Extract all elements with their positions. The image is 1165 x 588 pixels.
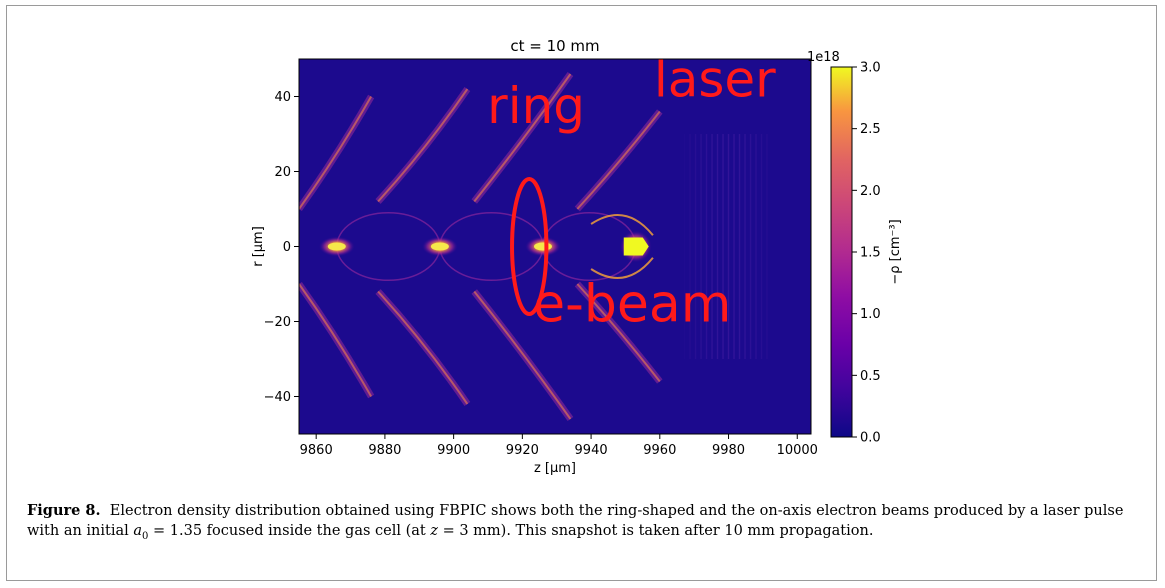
figure-label: Figure 8.	[27, 502, 101, 519]
wake-streak-core	[576, 283, 661, 383]
colorbar-tick-label: 1.0	[860, 307, 881, 322]
wake-structure	[299, 71, 663, 422]
caption-z: z	[430, 523, 438, 539]
figure-frame: ring laser e-beam ct = 10 mm 9860 9880 9900 9…	[6, 5, 1157, 581]
colorbar-offset: 1e18	[807, 50, 840, 65]
x-axis-label: z [µm]	[534, 461, 576, 476]
caption-a0-sub: 0	[142, 530, 149, 542]
x-tick-label: 9860	[300, 443, 333, 458]
x-tick-label: 9940	[575, 443, 608, 458]
chart-title: ct = 10 mm	[510, 37, 599, 55]
annotation-ring: ring	[487, 77, 585, 135]
colorbar-label: −ρ [cm⁻³]	[888, 219, 903, 284]
colorbar: 0.0 0.5 1.0 1.5 2.0 2.5 3.0 1e18 −ρ [cm⁻³]	[807, 50, 903, 446]
caption-text-2: = 1.35 focused inside the gas cell (at	[148, 523, 431, 539]
wake-streak-core	[299, 96, 373, 210]
colorbar-tick-label: 2.0	[860, 184, 881, 199]
caption-text-1: Electron density distribution obtained u…	[27, 503, 1124, 539]
y-tick-label: −20	[264, 315, 291, 330]
x-tick-label: 9980	[712, 443, 745, 458]
colorbar-gradient	[830, 66, 853, 438]
y-tick-label: 40	[274, 90, 291, 105]
wake-streak-core	[473, 290, 572, 420]
y-tick-label: 0	[283, 240, 291, 255]
x-tick-label: 9960	[643, 443, 676, 458]
ring-ellipse-annotation	[510, 177, 549, 316]
caption-a0: a	[133, 523, 143, 539]
wake-streak-core	[473, 73, 572, 203]
y-tick-label: −40	[264, 390, 291, 405]
electron-bunch	[430, 242, 449, 251]
colorbar-tick-label: 3.0	[860, 61, 881, 76]
figure-caption: Figure 8. Electron density distribution …	[27, 501, 1147, 547]
wake-streak-core	[377, 88, 469, 203]
wake-front	[590, 214, 654, 236]
y-axis: −40 −20 0 20 40	[264, 90, 299, 405]
annotation-e-beam: e-beam	[533, 275, 731, 335]
wake-streak-core	[377, 290, 469, 405]
caption-text-3: = 3 mm). This snapshot is taken after 10…	[437, 523, 874, 539]
y-axis-label: r [µm]	[251, 226, 266, 267]
x-tick-label: 9920	[506, 443, 539, 458]
colorbar-tick-label: 0.5	[860, 369, 881, 384]
colorbar-ticks: 0.0 0.5 1.0 1.5 2.0 2.5 3.0	[852, 61, 881, 446]
electron-bunches	[318, 230, 652, 263]
colorbar-tick-label: 1.5	[860, 246, 881, 261]
colorbar-tick-label: 0.0	[860, 431, 881, 446]
plot-area: ring laser e-beam	[298, 51, 812, 435]
wake-front	[590, 257, 654, 279]
x-tick-label: 9880	[368, 443, 401, 458]
annotation-laser: laser	[654, 51, 776, 109]
wake-streak-core	[576, 110, 661, 210]
wake-streak-core	[299, 283, 373, 397]
x-tick-label: 9900	[437, 443, 470, 458]
x-tick-label: 10000	[777, 443, 818, 458]
laser-pulse	[683, 134, 768, 359]
colorbar-tick-label: 2.5	[860, 122, 881, 137]
x-axis: 9860 9880 9900 9920 9940 9960 9980 10000	[300, 434, 818, 458]
electron-bunch	[533, 242, 552, 251]
y-tick-label: 20	[274, 165, 291, 180]
electron-bunch	[327, 242, 346, 251]
annotations: ring laser e-beam	[487, 51, 776, 335]
e-beam-bunch	[623, 237, 649, 256]
